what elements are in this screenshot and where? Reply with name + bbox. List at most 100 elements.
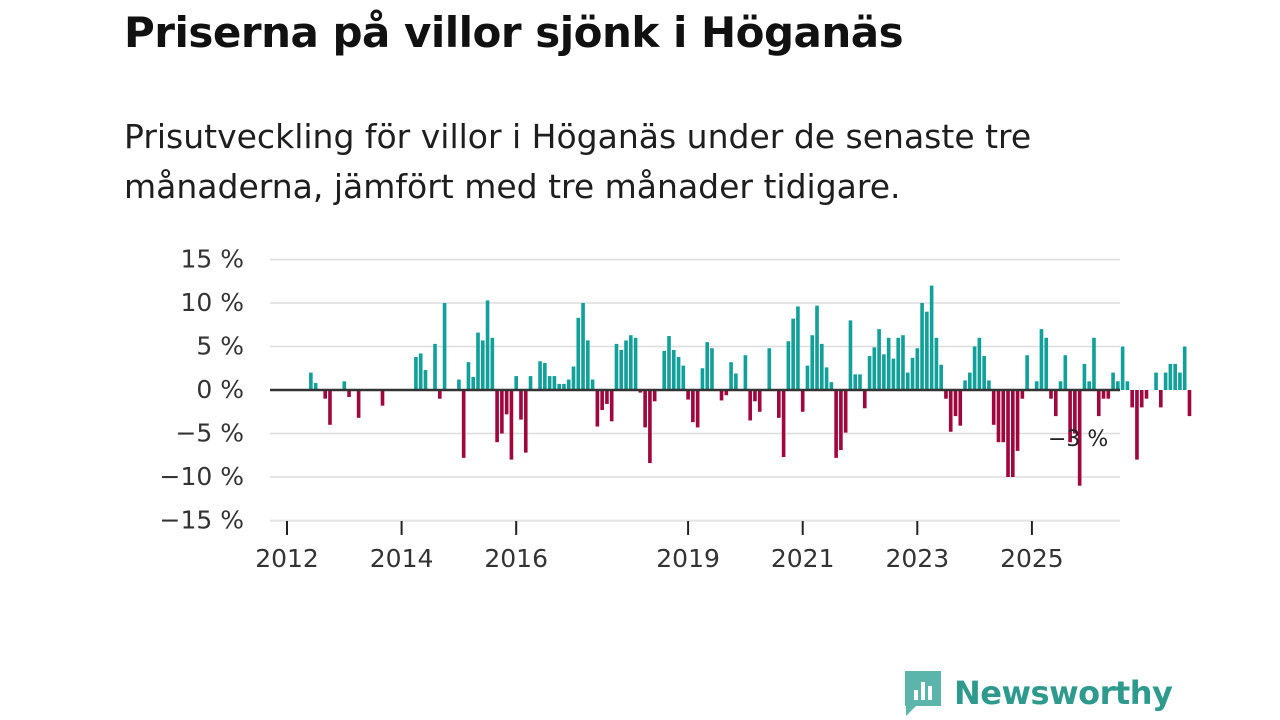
bar (996, 390, 1001, 443)
bar (920, 303, 924, 390)
bar (643, 390, 647, 428)
bar (757, 390, 762, 412)
bar (834, 390, 838, 458)
bar (562, 383, 566, 390)
bar (982, 356, 986, 390)
bar (963, 380, 967, 390)
bar (471, 376, 476, 390)
bar (457, 379, 461, 390)
bar (886, 337, 891, 390)
bar (877, 329, 881, 390)
bar (1049, 390, 1053, 399)
bar (695, 390, 700, 428)
bar (552, 376, 557, 390)
bar (991, 390, 996, 425)
bar (638, 390, 643, 393)
bar (925, 311, 929, 390)
bar (485, 300, 490, 390)
bar (523, 390, 528, 453)
bar (977, 337, 982, 390)
bar (1130, 390, 1134, 408)
bar (581, 303, 585, 390)
x-tick-label: 2025 (1000, 544, 1064, 573)
bar (987, 380, 991, 390)
brand-logo: Newsworthy (902, 668, 1173, 718)
bar (800, 390, 805, 412)
bar (786, 341, 791, 390)
bar (1135, 390, 1139, 460)
bar (347, 390, 351, 397)
bar (1111, 372, 1115, 390)
bar (915, 348, 920, 390)
end-value-label: −3 % (1048, 427, 1108, 452)
bar (824, 367, 829, 390)
bar (466, 362, 471, 390)
axes: 15 % 10 % 5 % 0 % −5 % −10 % −15 % 2012 2014 2016… (160, 245, 1120, 573)
bar (609, 390, 614, 422)
bar (1010, 390, 1015, 477)
bar (414, 356, 418, 390)
bar (547, 376, 552, 390)
bar (614, 343, 619, 390)
bar (958, 390, 963, 426)
bar (356, 390, 361, 418)
y-tick-label: 0 % (196, 375, 244, 404)
bar (519, 390, 523, 420)
bar (586, 340, 590, 390)
bar (590, 379, 595, 390)
bar (681, 365, 686, 390)
bar (323, 390, 328, 399)
bar (500, 390, 504, 434)
bar (571, 366, 576, 390)
bar (633, 337, 638, 390)
bar (1168, 363, 1173, 390)
bar (805, 365, 810, 390)
bar (1053, 390, 1058, 417)
bar (652, 390, 657, 402)
bar (1044, 337, 1049, 390)
y-tick-label: −15 % (160, 506, 244, 535)
bar (777, 390, 781, 418)
brand-name: Newsworthy (954, 674, 1173, 712)
bar (1020, 390, 1025, 399)
chart-subtitle: Prisutveckling för villor i Höganäs unde… (124, 117, 1032, 206)
bar (891, 358, 896, 390)
bar (342, 381, 347, 390)
bar (748, 390, 752, 421)
bar (476, 332, 480, 390)
bar (853, 374, 858, 390)
bar (1058, 381, 1063, 390)
bar (1073, 390, 1077, 434)
y-tick-label: −5 % (175, 419, 244, 448)
bar (1092, 337, 1096, 390)
bar (734, 373, 738, 390)
bars (309, 285, 1192, 486)
bar (676, 356, 681, 390)
bar (605, 390, 609, 404)
bar (600, 390, 604, 411)
bar (791, 318, 795, 390)
bar (691, 390, 695, 423)
bar (309, 372, 313, 390)
bar (628, 335, 633, 390)
bar (729, 362, 733, 390)
bar (705, 342, 710, 390)
bar (1187, 390, 1192, 417)
bar (867, 356, 872, 390)
bar (418, 353, 423, 390)
bar (1063, 355, 1068, 390)
newsworthy-logo-icon (905, 671, 941, 716)
bar (619, 349, 624, 390)
bar (662, 350, 667, 390)
x-tick-label: 2021 (771, 544, 835, 573)
bar (1077, 390, 1082, 486)
bar (1173, 363, 1177, 390)
bar (1106, 390, 1111, 399)
bar (944, 390, 948, 399)
x-tick-label: 2012 (255, 544, 319, 573)
bar (504, 390, 509, 415)
bar (896, 337, 901, 390)
y-tick-label: 5 % (196, 332, 244, 361)
bar (819, 343, 824, 390)
